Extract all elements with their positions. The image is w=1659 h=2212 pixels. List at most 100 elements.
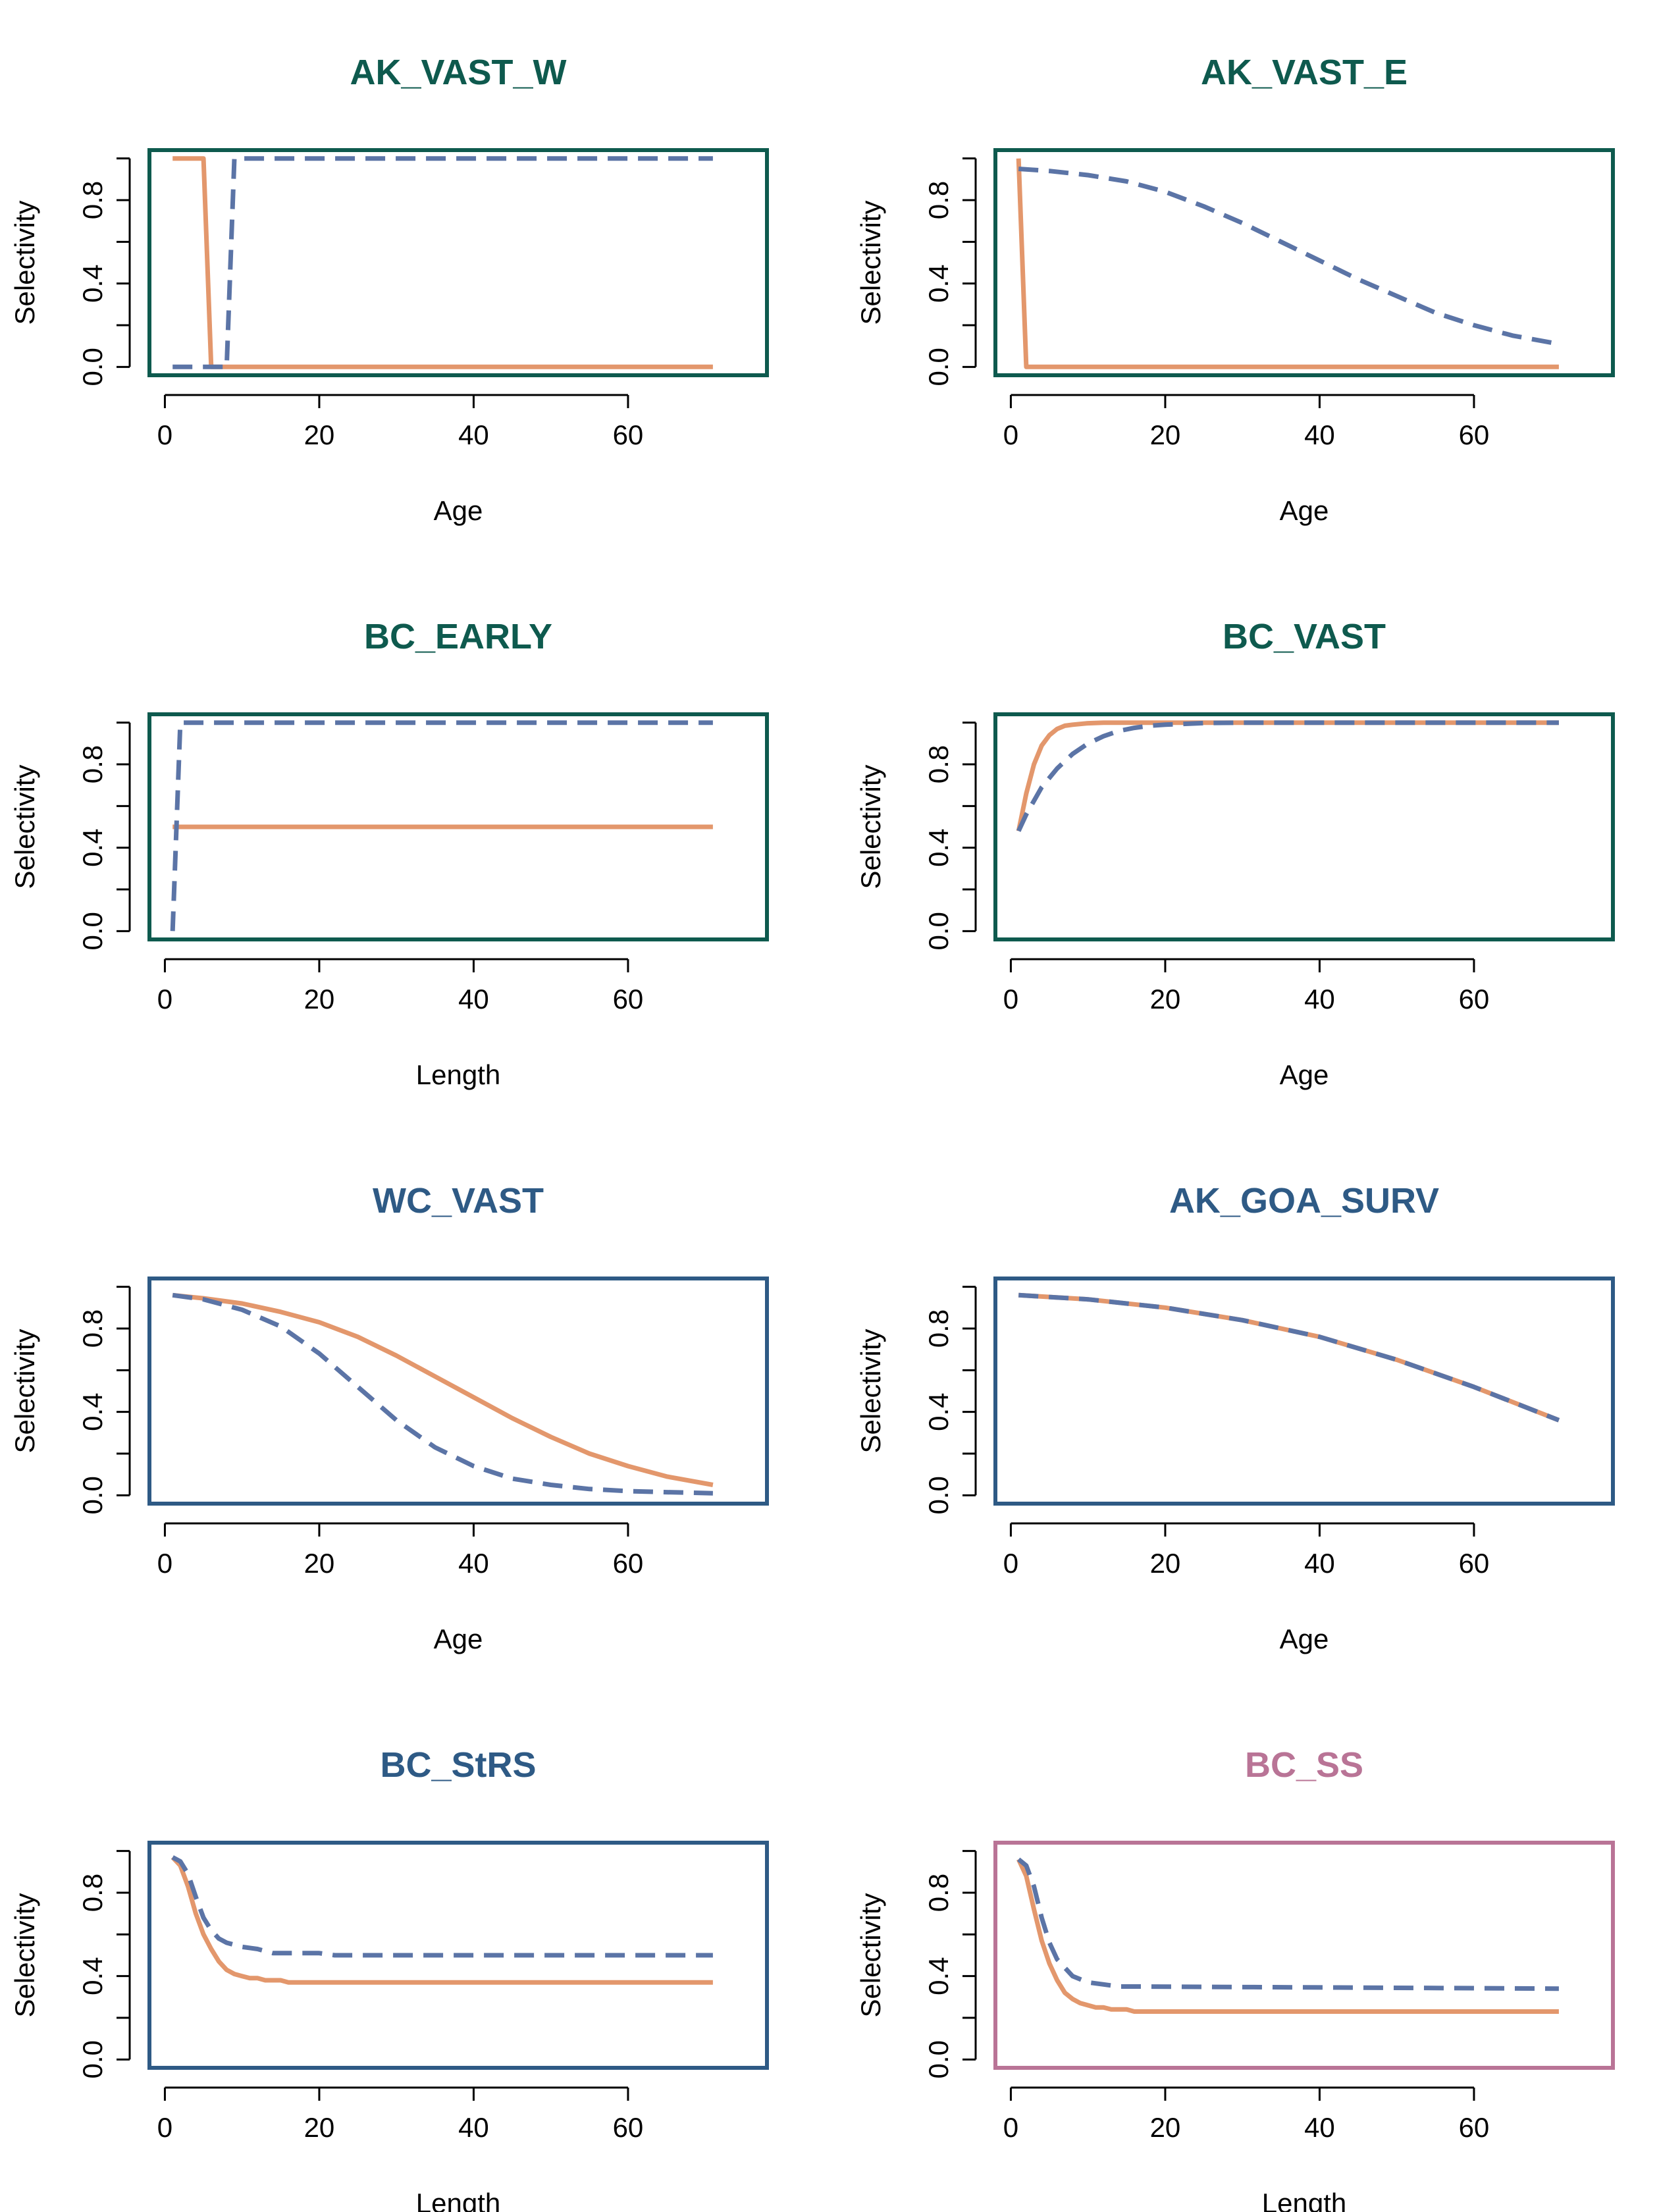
x-tick-label: 0 (157, 984, 172, 1014)
y-axis-label: Selectivity (855, 1329, 886, 1453)
x-tick-label: 60 (613, 419, 644, 450)
y-tick-label: 0.8 (923, 1309, 954, 1348)
panel-title: BC_StRS (380, 1745, 536, 1785)
x-tick-label: 40 (1304, 2112, 1335, 2143)
y-tick-label: 0.8 (77, 1309, 108, 1348)
panel-title: AK_VAST_E (1201, 53, 1408, 92)
plot-frame (993, 1841, 1615, 2070)
x-tick-label: 0 (157, 1548, 172, 1579)
x-tick-label: 20 (1150, 419, 1181, 450)
dashed-series-line (1018, 1292, 1560, 1423)
solid-series-line (1016, 158, 1559, 369)
x-axis-label: Length (416, 1059, 500, 1090)
y-tick-label: 0.0 (77, 348, 108, 386)
x-tick-label: 0 (1003, 984, 1018, 1014)
x-tick-label: 40 (1304, 984, 1335, 1014)
y-axis-label: Selectivity (855, 200, 886, 325)
x-tick-label: 60 (613, 1548, 644, 1579)
solid-series-line (172, 1292, 714, 1487)
x-axis-label: Age (434, 495, 483, 526)
panel-title: BC_VAST (1223, 617, 1386, 656)
x-tick-label: 40 (458, 1548, 489, 1579)
x-tick-label: 40 (1304, 419, 1335, 450)
x-tick-label: 20 (1150, 2112, 1181, 2143)
solid-series-line (172, 156, 713, 369)
x-tick-label: 60 (613, 2112, 644, 2143)
solid-series-line (171, 1855, 713, 1985)
solid-series-line (1018, 1292, 1560, 1423)
x-tick-label: 60 (1459, 984, 1490, 1014)
x-tick-label: 60 (1459, 2112, 1490, 2143)
panel-8: BC_SS 0 20 40 60 Length 0.0 0.4 0.8 Selectivity (855, 1745, 1615, 2212)
y-axis-label: Selectivity (855, 1893, 886, 2017)
y-tick-label: 0.0 (77, 1476, 108, 1514)
y-tick-label: 0.4 (77, 264, 108, 302)
dashed-series-line (172, 156, 713, 369)
y-tick-label: 0.0 (77, 912, 108, 950)
y-tick-label: 0.4 (77, 828, 108, 866)
y-tick-label: 0.4 (923, 1392, 954, 1431)
x-axis-label: Length (416, 2188, 500, 2212)
panel-title: BC_SS (1245, 1745, 1363, 1785)
dashed-series-line (171, 1855, 713, 1958)
dashed-series-line (1016, 720, 1559, 832)
x-tick-label: 20 (304, 984, 335, 1014)
dashed-series-line (170, 720, 713, 932)
x-tick-label: 0 (1003, 419, 1018, 450)
solid-series-line (1016, 1858, 1559, 2014)
y-tick-label: 0.8 (923, 1874, 954, 1912)
y-tick-label: 0.0 (77, 2040, 108, 2078)
y-tick-label: 0.4 (923, 264, 954, 302)
panel-5: WC_VAST 0 20 40 60 Age 0.0 0.4 0.8 Selectivity (9, 1181, 769, 1654)
x-tick-label: 0 (157, 2112, 172, 2143)
x-tick-label: 20 (304, 1548, 335, 1579)
x-axis-label: Age (1280, 495, 1329, 526)
y-tick-label: 0.8 (923, 745, 954, 783)
y-tick-label: 0.4 (77, 1392, 108, 1431)
x-tick-label: 0 (1003, 2112, 1018, 2143)
x-tick-label: 60 (1459, 1548, 1490, 1579)
x-tick-label: 0 (1003, 1548, 1018, 1579)
x-axis-label: Age (434, 1623, 483, 1654)
x-tick-label: 0 (157, 419, 172, 450)
panel-title: BC_EARLY (364, 617, 552, 656)
y-axis-label: Selectivity (9, 1329, 40, 1453)
plot-frame (993, 1277, 1615, 1506)
y-tick-label: 0.8 (77, 745, 108, 783)
y-tick-label: 0.4 (923, 828, 954, 866)
y-axis-label: Selectivity (9, 200, 40, 325)
plot-frame (147, 712, 769, 941)
y-tick-label: 0.4 (923, 1957, 954, 1995)
panel-1: AK_VAST_W 0 20 40 60 Age 0.0 0.4 0.8 Selectivity (9, 53, 769, 526)
x-tick-label: 40 (1304, 1548, 1335, 1579)
dashed-series-line (172, 1292, 713, 1496)
y-tick-label: 0.8 (77, 181, 108, 219)
x-axis-label: Length (1262, 2188, 1346, 2212)
dashed-series-line (1016, 1857, 1559, 1991)
panel-4: BC_VAST 0 20 40 60 Age 0.0 0.4 0.8 Selectivity (855, 617, 1615, 1090)
x-axis-label: Age (1280, 1623, 1329, 1654)
panel-title: AK_GOA_SURV (1169, 1181, 1439, 1221)
dashed-series-line (1018, 167, 1560, 346)
x-tick-label: 20 (1150, 1548, 1181, 1579)
panel-title: WC_VAST (373, 1181, 544, 1221)
plot-frame (993, 148, 1615, 377)
x-tick-label: 20 (304, 419, 335, 450)
x-tick-label: 40 (458, 419, 489, 450)
solid-series-line (1016, 720, 1559, 832)
y-tick-label: 0.4 (77, 1957, 108, 1995)
plot-frame (147, 148, 769, 377)
plot-frame (147, 1841, 769, 2070)
y-axis-label: Selectivity (9, 764, 40, 889)
panel-2: AK_VAST_E 0 20 40 60 Age 0.0 0.4 0.8 Selectivity (855, 53, 1615, 526)
panel-7: BC_StRS 0 20 40 60 Length 0.0 0.4 0.8 Selectivity (9, 1745, 769, 2212)
x-tick-label: 20 (1150, 984, 1181, 1014)
y-tick-label: 0.0 (923, 1476, 954, 1514)
y-axis-label: Selectivity (855, 764, 886, 889)
panel-3: BC_EARLY 0 20 40 60 Length 0.0 0.4 0.8 Selectivit… (9, 617, 769, 1090)
x-tick-label: 60 (613, 984, 644, 1014)
y-tick-label: 0.0 (923, 2040, 954, 2078)
x-tick-label: 40 (458, 2112, 489, 2143)
panel-6: AK_GOA_SURV 0 20 40 60 Age 0.0 0.4 0.8 Selectivit… (855, 1181, 1615, 1654)
